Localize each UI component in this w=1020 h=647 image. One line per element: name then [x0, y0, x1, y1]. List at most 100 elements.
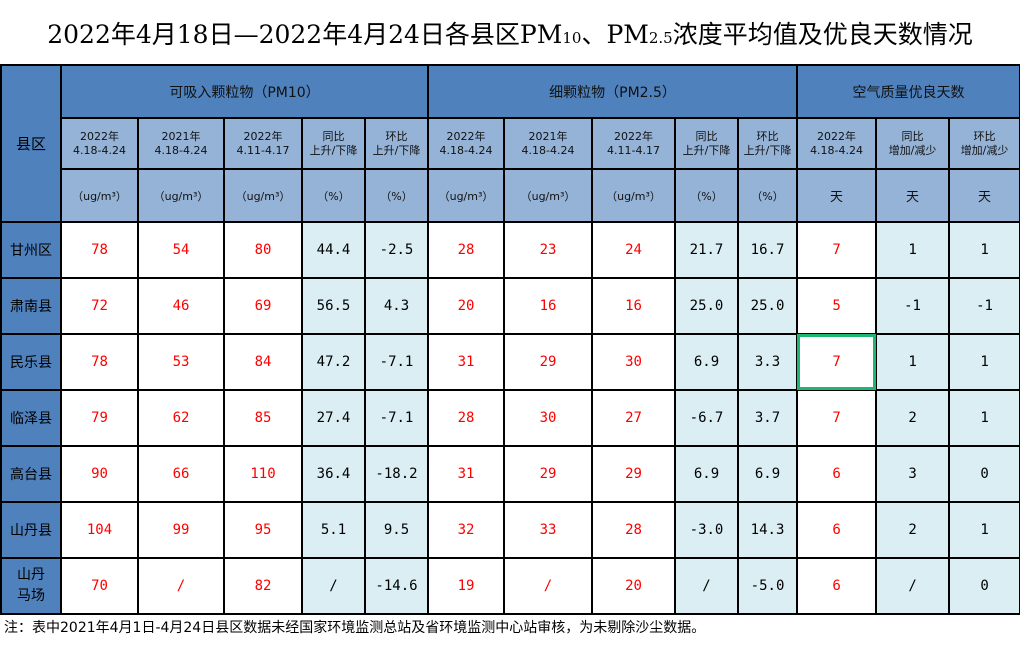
- table-cell[interactable]: -3.0: [674, 501, 739, 559]
- county-name[interactable]: 肃南县: [0, 277, 62, 335]
- county-name[interactable]: 高台县: [0, 445, 62, 503]
- group-header-pm10[interactable]: 可吸入颗粒物（PM10）: [60, 64, 429, 119]
- table-cell[interactable]: 14.3: [736, 501, 799, 559]
- table-cell[interactable]: 56.5: [301, 277, 366, 335]
- table-cell[interactable]: 19: [427, 557, 505, 615]
- table-cell[interactable]: 16: [591, 277, 676, 335]
- table-cell[interactable]: 23: [503, 221, 593, 279]
- table-cell[interactable]: 4.3: [364, 277, 429, 335]
- table-cell[interactable]: 36.4: [301, 445, 366, 503]
- table-cell[interactable]: 1: [948, 389, 1020, 447]
- period-header[interactable]: 环比 增加/减少: [948, 117, 1020, 170]
- table-cell[interactable]: 0: [948, 445, 1020, 503]
- table-cell[interactable]: -2.5: [364, 221, 429, 279]
- table-cell[interactable]: 84: [223, 333, 303, 391]
- table-cell[interactable]: 27: [591, 389, 676, 447]
- table-cell[interactable]: 6.9: [674, 445, 739, 503]
- period-header[interactable]: 同比 上升/下降: [674, 117, 739, 170]
- table-cell[interactable]: 30: [591, 333, 676, 391]
- period-header[interactable]: 2021年 4.18-4.24: [137, 117, 225, 170]
- table-cell[interactable]: 99: [137, 501, 225, 559]
- table-cell[interactable]: 5.1: [301, 501, 366, 559]
- table-cell[interactable]: 78: [60, 221, 139, 279]
- table-cell[interactable]: 54: [137, 221, 225, 279]
- table-cell[interactable]: 7: [796, 389, 878, 447]
- table-cell[interactable]: 2: [875, 389, 951, 447]
- table-cell[interactable]: 110: [223, 445, 303, 503]
- table-cell[interactable]: -5.0: [736, 557, 799, 615]
- table-cell[interactable]: 0: [948, 557, 1020, 615]
- unit-header[interactable]: 天: [796, 168, 878, 223]
- county-header[interactable]: 县区: [0, 64, 62, 223]
- table-cell[interactable]: 30: [503, 389, 593, 447]
- table-cell[interactable]: 1: [948, 221, 1020, 279]
- unit-header[interactable]: 天: [948, 168, 1020, 223]
- table-cell[interactable]: 79: [60, 389, 139, 447]
- unit-header[interactable]: （ug/m³）: [591, 168, 676, 223]
- table-cell[interactable]: 44.4: [301, 221, 366, 279]
- table-cell[interactable]: 2: [875, 501, 951, 559]
- period-header[interactable]: 2021年 4.18-4.24: [503, 117, 593, 170]
- table-cell[interactable]: 1: [948, 333, 1020, 391]
- table-cell[interactable]: 6.9: [736, 445, 799, 503]
- table-cell[interactable]: -7.1: [364, 389, 429, 447]
- table-cell[interactable]: 6: [796, 557, 878, 615]
- county-name[interactable]: 甘州区: [0, 221, 62, 279]
- table-cell[interactable]: 53: [137, 333, 225, 391]
- table-cell[interactable]: 28: [427, 221, 505, 279]
- unit-header[interactable]: （ug/m³）: [223, 168, 303, 223]
- table-cell[interactable]: /: [674, 557, 739, 615]
- county-name[interactable]: 民乐县: [0, 333, 62, 391]
- table-cell[interactable]: 29: [591, 445, 676, 503]
- table-cell[interactable]: 3.7: [736, 389, 799, 447]
- period-header[interactable]: 同比 上升/下降: [301, 117, 366, 170]
- table-cell[interactable]: 78: [60, 333, 139, 391]
- unit-header[interactable]: （ug/m³）: [503, 168, 593, 223]
- table-cell[interactable]: 95: [223, 501, 303, 559]
- table-cell[interactable]: 46: [137, 277, 225, 335]
- table-cell[interactable]: 70: [60, 557, 139, 615]
- period-header[interactable]: 环比 上升/下降: [364, 117, 429, 170]
- table-cell[interactable]: 6: [796, 501, 878, 559]
- unit-header[interactable]: （ug/m³）: [60, 168, 139, 223]
- table-cell[interactable]: 33: [503, 501, 593, 559]
- table-cell[interactable]: 3: [875, 445, 951, 503]
- table-cell[interactable]: /: [503, 557, 593, 615]
- unit-header[interactable]: （%）: [736, 168, 799, 223]
- table-cell[interactable]: 7: [796, 221, 878, 279]
- table-cell[interactable]: 16: [503, 277, 593, 335]
- table-cell[interactable]: -7.1: [364, 333, 429, 391]
- period-header[interactable]: 2022年 4.18-4.24: [796, 117, 878, 170]
- table-cell[interactable]: /: [137, 557, 225, 615]
- period-header[interactable]: 2022年 4.11-4.17: [591, 117, 676, 170]
- table-cell[interactable]: 66: [137, 445, 225, 503]
- table-cell[interactable]: 31: [427, 333, 505, 391]
- table-cell[interactable]: 72: [60, 277, 139, 335]
- period-header[interactable]: 2022年 4.18-4.24: [60, 117, 139, 170]
- table-cell[interactable]: 28: [591, 501, 676, 559]
- table-cell[interactable]: -1: [875, 277, 951, 335]
- table-cell[interactable]: 25.0: [674, 277, 739, 335]
- table-cell[interactable]: 24: [591, 221, 676, 279]
- period-header[interactable]: 2022年 4.11-4.17: [223, 117, 303, 170]
- table-cell[interactable]: 82: [223, 557, 303, 615]
- table-cell[interactable]: /: [301, 557, 366, 615]
- table-cell[interactable]: 85: [223, 389, 303, 447]
- table-cell[interactable]: 62: [137, 389, 225, 447]
- table-cell[interactable]: 27.4: [301, 389, 366, 447]
- table-cell[interactable]: 5: [796, 277, 878, 335]
- table-cell[interactable]: 28: [427, 389, 505, 447]
- unit-header[interactable]: （ug/m³）: [137, 168, 225, 223]
- county-name[interactable]: 临泽县: [0, 389, 62, 447]
- period-header[interactable]: 环比 上升/下降: [736, 117, 799, 170]
- table-cell[interactable]: 80: [223, 221, 303, 279]
- unit-header[interactable]: （%）: [301, 168, 366, 223]
- table-cell[interactable]: 90: [60, 445, 139, 503]
- unit-header[interactable]: （%）: [674, 168, 739, 223]
- unit-header[interactable]: 天: [875, 168, 951, 223]
- table-cell[interactable]: -1: [948, 277, 1020, 335]
- table-cell[interactable]: 20: [427, 277, 505, 335]
- table-cell[interactable]: 3.3: [736, 333, 799, 391]
- table-cell[interactable]: 16.7: [736, 221, 799, 279]
- table-cell[interactable]: 31: [427, 445, 505, 503]
